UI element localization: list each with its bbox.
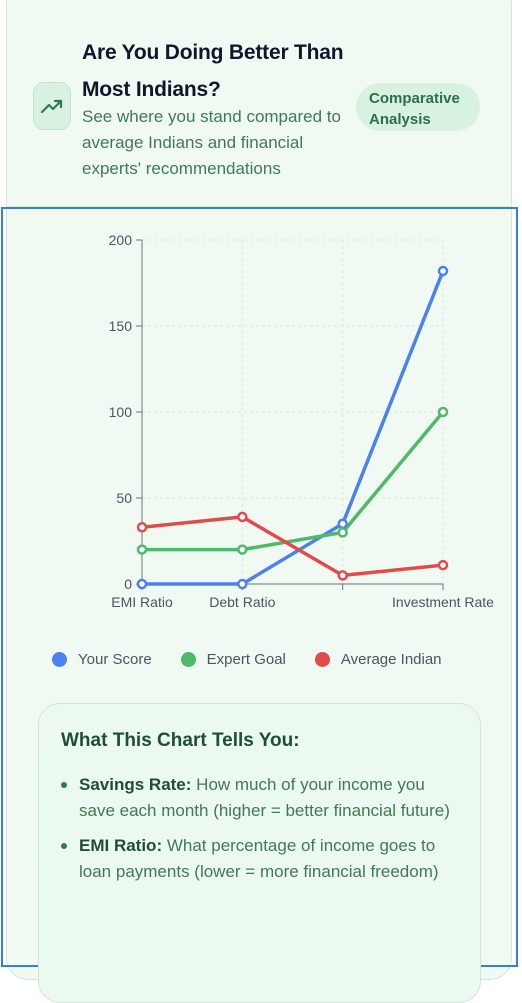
- data-point: [238, 546, 246, 554]
- legend-label: Expert Goal: [207, 651, 286, 668]
- data-point: [339, 571, 347, 579]
- x-tick-label: Investment Rate: [392, 594, 494, 610]
- data-point: [439, 561, 447, 569]
- y-tick-label: 100: [109, 404, 133, 420]
- explanation-title: What This Chart Tells You:: [61, 730, 300, 752]
- explanation-item: EMI Ratio: What percentage of income goe…: [61, 833, 461, 885]
- explanation-list: Savings Rate: How much of your income yo…: [61, 772, 461, 894]
- legend-item: Expert Goal: [181, 651, 286, 668]
- data-point: [439, 408, 447, 416]
- legend-item: Average Indian: [315, 651, 442, 668]
- chart-legend: Your Score Expert Goal Average Indian: [52, 651, 471, 668]
- series-line: [142, 517, 443, 575]
- y-tick-label: 150: [109, 318, 133, 334]
- explanation-item: Savings Rate: How much of your income yo…: [61, 772, 461, 824]
- data-point: [138, 580, 146, 588]
- explanation-term: Savings Rate:: [79, 775, 191, 794]
- series-line: [142, 412, 443, 550]
- legend-dot: [181, 652, 196, 667]
- data-point: [439, 267, 447, 275]
- x-tick-label: Debt Ratio: [209, 594, 275, 610]
- legend-dot: [52, 652, 67, 667]
- legend-label: Average Indian: [341, 651, 442, 668]
- data-point: [339, 520, 347, 528]
- data-point: [138, 523, 146, 531]
- legend-dot: [315, 652, 330, 667]
- explanation-term: EMI Ratio:: [79, 836, 162, 855]
- series-line: [142, 271, 443, 584]
- data-point: [238, 513, 246, 521]
- data-point: [238, 580, 246, 588]
- bullet-dot: [61, 843, 67, 849]
- bullet-dot: [61, 782, 67, 788]
- legend-item: Your Score: [52, 651, 152, 668]
- comparison-line-chart: 0 50 100 150 200 EMI Ratio Debt Ratio Investmen…: [0, 0, 522, 640]
- y-tick-label: 200: [109, 232, 133, 248]
- y-tick-label: 0: [124, 576, 132, 592]
- data-point: [339, 528, 347, 536]
- data-point: [138, 546, 146, 554]
- legend-label: Your Score: [78, 651, 152, 668]
- y-tick-label: 50: [116, 490, 132, 506]
- x-tick-label: EMI Ratio: [111, 594, 173, 610]
